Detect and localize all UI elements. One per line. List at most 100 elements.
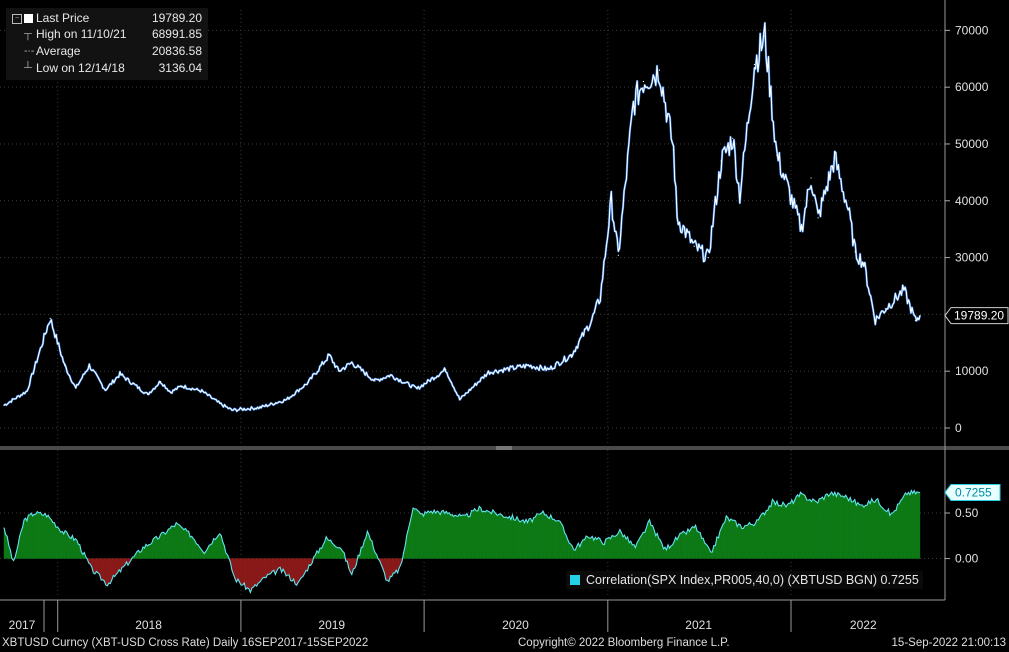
price-point <box>527 364 530 367</box>
correlation-fill <box>819 498 821 559</box>
legend-high: ┬ High on 11/10/21 68991.85 <box>6 27 208 42</box>
correlation-fill <box>193 537 196 559</box>
correlation-fill <box>40 511 43 559</box>
correlation-fill <box>213 538 216 559</box>
correlation-fill <box>415 508 418 559</box>
correlation-fill <box>60 531 63 559</box>
correlation-fill <box>69 537 72 559</box>
x-tick-label: 2017 <box>9 618 36 632</box>
correlation-fill <box>696 530 699 559</box>
price-point <box>919 314 921 317</box>
correlation-fill <box>476 510 478 559</box>
correlation-fill <box>305 558 308 572</box>
correlation-fill <box>730 518 733 559</box>
correlation-fill <box>160 531 163 559</box>
correlation-fill <box>113 558 115 577</box>
legend-last-price-label: Last Price <box>36 11 90 25</box>
correlation-fill <box>766 510 768 559</box>
correlation-fill <box>889 512 892 559</box>
correlation-fill <box>568 542 571 559</box>
correlation-fill <box>879 503 882 559</box>
correlation-fill <box>800 491 803 559</box>
correlation-fill <box>165 531 168 559</box>
correlation-fill <box>513 519 516 559</box>
price-point <box>800 228 803 230</box>
correlation-fill <box>456 515 459 559</box>
collapse-icon[interactable]: − <box>12 14 22 24</box>
price-point <box>338 370 340 372</box>
correlation-fill <box>166 529 169 559</box>
price-tick-label: 40000 <box>955 194 989 208</box>
correlation-fill <box>918 492 921 559</box>
correlation-fill <box>62 530 64 559</box>
axis-labels: 0100002000030000400005000060000700001978… <box>9 23 1009 632</box>
correlation-fill <box>779 505 782 559</box>
correlation-fill <box>784 503 787 559</box>
price-point <box>599 296 601 298</box>
correlation-fill <box>436 510 439 559</box>
correlation-fill <box>148 544 151 559</box>
correlation-fill <box>822 496 825 559</box>
correlation-fill <box>463 514 466 559</box>
correlation-fill <box>839 493 842 559</box>
correlation-fill <box>501 514 504 559</box>
correlation-fill <box>449 511 451 559</box>
correlation-fill <box>808 499 811 559</box>
correlation-fill <box>882 507 885 559</box>
price-point <box>854 251 856 253</box>
correlation-fill <box>527 518 530 559</box>
last-corr-callout <box>944 483 1001 501</box>
correlation-fill <box>590 535 593 559</box>
correlation-fill <box>172 526 175 559</box>
price-point <box>707 256 709 259</box>
correlation-fill <box>698 531 701 559</box>
correlation-fill <box>25 518 28 559</box>
correlation-fill <box>873 501 875 559</box>
correlation-fill <box>239 558 242 586</box>
price-point <box>307 381 309 384</box>
price-point <box>658 69 661 71</box>
correlation-fill <box>843 494 846 559</box>
correlation-fill <box>216 534 219 559</box>
correlation-fill <box>154 535 157 559</box>
price-point <box>64 364 66 367</box>
correlation-fill <box>553 518 556 559</box>
price-point <box>119 373 121 375</box>
correlation-fill <box>468 516 471 559</box>
correlation-fill <box>254 558 257 587</box>
correlation-fill <box>29 512 32 559</box>
correlation-fill <box>837 492 840 559</box>
correlation-fill <box>438 511 441 559</box>
correlation-fill <box>729 518 732 559</box>
legend-high-value: 68991.85 <box>151 27 202 41</box>
correlation-fill <box>147 544 150 559</box>
legend-low-value: 3136.04 <box>158 61 202 75</box>
correlation-fill <box>614 534 617 559</box>
correlation-fill <box>643 532 645 559</box>
footer-timestamp: 15-Sep-2022 21:00:13 <box>891 637 1006 649</box>
correlation-fill <box>732 519 735 559</box>
correlation-fill <box>509 516 512 559</box>
price-point <box>351 362 353 364</box>
price-point <box>764 35 766 37</box>
correlation-fill <box>51 519 54 559</box>
price-point <box>874 319 876 321</box>
correlation-fill <box>759 513 762 559</box>
correlation-fill <box>515 516 518 559</box>
price-point <box>617 254 619 256</box>
correlation-fill <box>96 558 99 574</box>
correlation-fill <box>171 525 174 559</box>
correlation-fill <box>869 498 872 559</box>
price-point <box>201 390 203 392</box>
price-tick-label: 70000 <box>955 23 989 37</box>
correlation-fill <box>285 558 288 577</box>
correlation-fill <box>294 558 297 586</box>
x-tick-label: 2019 <box>318 618 345 632</box>
correlation-fill <box>880 506 883 559</box>
correlation-fill <box>525 519 528 559</box>
x-tick-label: 2021 <box>685 618 712 632</box>
price-point <box>374 380 376 382</box>
correlation-fill <box>556 520 559 559</box>
correlation-fill <box>608 537 611 559</box>
correlation-fill <box>531 517 534 559</box>
